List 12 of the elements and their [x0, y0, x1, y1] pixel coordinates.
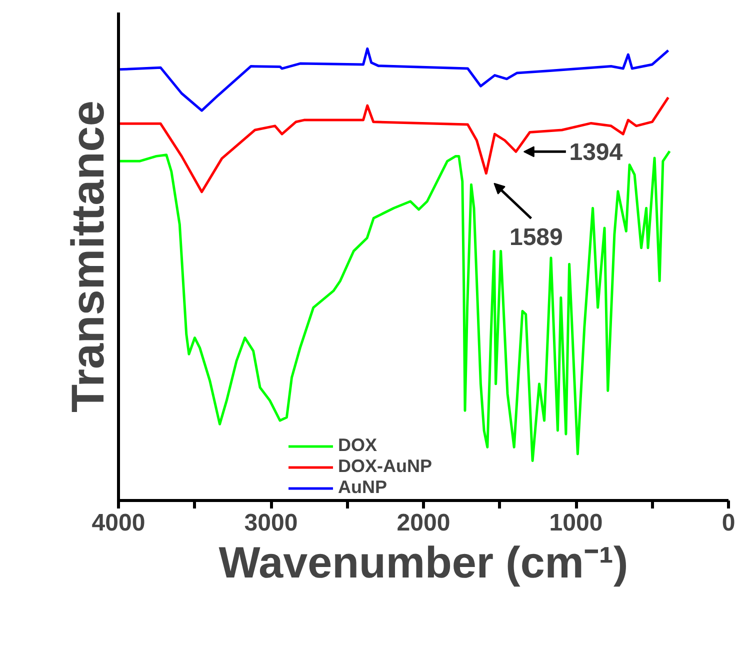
x-axis-title: Wavenumber (cm⁻¹) — [218, 538, 628, 588]
x-tick-label: 0 — [722, 510, 736, 536]
legend-label: DOX — [338, 435, 378, 456]
x-tick-label: 3000 — [244, 510, 298, 536]
legend-label: AuNP — [338, 477, 387, 498]
y-axis-title: Transmittance — [62, 100, 114, 412]
x-tick-label: 1000 — [549, 510, 603, 536]
annotation: 1589 — [509, 224, 563, 251]
legend-label: DOX-AuNP — [338, 456, 432, 477]
x-tick-label: 2000 — [396, 510, 450, 536]
annotation: 1394 — [569, 139, 624, 166]
x-tick-label: 4000 — [92, 510, 146, 536]
